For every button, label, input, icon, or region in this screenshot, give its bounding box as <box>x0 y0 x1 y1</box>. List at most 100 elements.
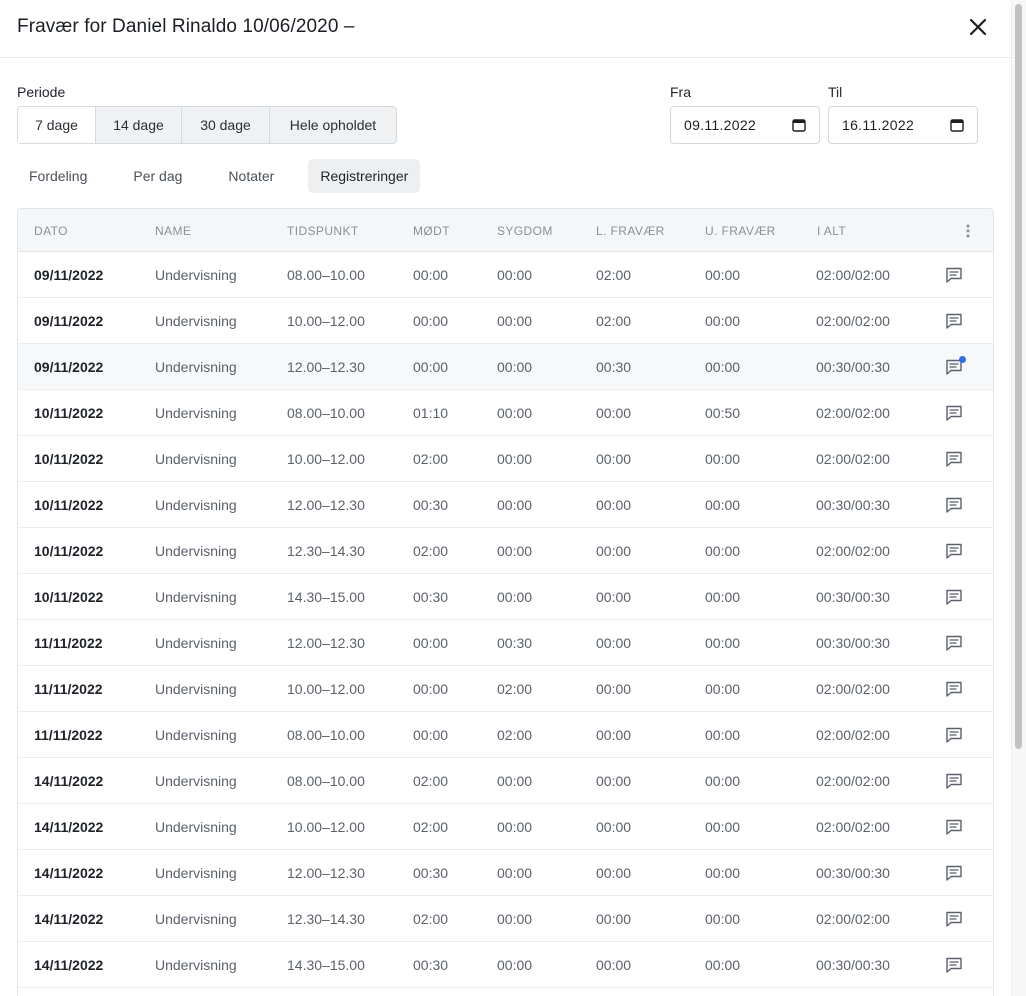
comment-icon[interactable] <box>945 726 963 744</box>
cell-tidspunkt: 08.00–10.00 <box>287 773 365 789</box>
cell-lovligt-fravaer: 02:00 <box>596 267 632 283</box>
cell-i-alt: 02:00/02:00 <box>816 405 890 421</box>
cell-tidspunkt: 14.30–15.00 <box>287 957 365 973</box>
cell-dato: 11/11/2022 <box>34 681 103 697</box>
comment-icon[interactable] <box>945 450 963 468</box>
column-header-sygdom: SYGDOM <box>497 224 553 238</box>
table-row: 11/11/2022 Undervisning 12.00–12.30 00:0… <box>18 620 993 666</box>
cell-dato: 11/11/2022 <box>34 727 103 743</box>
table-row: 09/11/2022 Undervisning 12.00–12.30 00:0… <box>18 344 993 390</box>
cell-dato: 10/11/2022 <box>34 451 104 467</box>
cell-modt: 00:00 <box>413 681 449 697</box>
cell-dato: 11/11/2022 <box>34 635 103 651</box>
cell-modt: 02:00 <box>413 543 449 559</box>
cell-dato: 14/11/2022 <box>34 865 104 881</box>
period-30-days-button[interactable]: 30 dage <box>182 107 270 143</box>
comment-icon[interactable] <box>945 956 963 974</box>
tab-per-dag[interactable]: Per dag <box>133 168 183 184</box>
cell-dato: 14/11/2022 <box>34 819 104 835</box>
cell-lovligt-fravaer: 00:00 <box>596 635 632 651</box>
to-label: Til <box>828 84 843 100</box>
cell-lovligt-fravaer: 00:00 <box>596 497 632 513</box>
cell-sygdom: 00:00 <box>497 497 533 513</box>
table-row: 11/11/2022 Undervisning 08.00–10.00 00:0… <box>18 712 993 758</box>
cell-sygdom: 00:00 <box>497 911 533 927</box>
comment-icon[interactable] <box>945 634 963 652</box>
table-row: 14/11/2022 Undervisning 12.00–12.30 00:3… <box>18 850 993 896</box>
calendar-icon[interactable] <box>792 118 806 132</box>
cell-sygdom: 00:00 <box>497 405 533 421</box>
comment-icon[interactable] <box>945 266 963 284</box>
cell-sygdom: 00:00 <box>497 543 533 559</box>
close-icon[interactable] <box>966 15 990 39</box>
cell-lovligt-fravaer: 00:00 <box>596 405 632 421</box>
tab-fordeling[interactable]: Fordeling <box>29 168 88 184</box>
cell-name: Undervisning <box>155 589 237 605</box>
column-header-dato: DATO <box>34 224 68 238</box>
table-header: DATO NAME TIDSPUNKT MØDT SYGDOM L. FRAVÆ… <box>18 209 993 252</box>
cell-i-alt: 00:30/00:30 <box>816 865 890 881</box>
comment-icon[interactable] <box>945 312 963 330</box>
cell-tidspunkt: 12.00–12.30 <box>287 497 365 513</box>
cell-lovligt-fravaer: 00:00 <box>596 819 632 835</box>
cell-ulovligt-fravaer: 00:00 <box>705 359 741 375</box>
calendar-icon[interactable] <box>950 118 964 132</box>
period-7-days-button[interactable]: 7 dage <box>18 107 96 143</box>
cell-modt: 02:00 <box>413 451 449 467</box>
scrollbar-thumb[interactable] <box>1015 4 1022 749</box>
to-date-value: 16.11.2022 <box>842 117 915 133</box>
cell-ulovligt-fravaer: 00:00 <box>705 911 741 927</box>
cell-tidspunkt: 08.00–10.00 <box>287 405 365 421</box>
comment-icon[interactable] <box>945 680 963 698</box>
cell-modt: 00:30 <box>413 497 449 513</box>
cell-name: Undervisning <box>155 681 237 697</box>
view-tabs: Fordeling Per dag Notater Registreringer <box>17 159 421 193</box>
table-row: 10/11/2022 Undervisning 12.30–14.30 02:0… <box>18 528 993 574</box>
cell-i-alt: 00:30/00:30 <box>816 359 890 375</box>
comment-icon[interactable] <box>945 404 963 422</box>
cell-modt: 00:00 <box>413 267 449 283</box>
cell-name: Undervisning <box>155 911 237 927</box>
cell-dato: 10/11/2022 <box>34 589 104 605</box>
cell-tidspunkt: 10.00–12.00 <box>287 451 365 467</box>
comment-icon[interactable] <box>945 542 963 560</box>
cell-sygdom: 00:00 <box>497 313 533 329</box>
cell-tidspunkt: 10.00–12.00 <box>287 819 365 835</box>
more-vertical-icon[interactable] <box>964 223 972 239</box>
cell-ulovligt-fravaer: 00:50 <box>705 405 741 421</box>
from-date-value: 09.11.2022 <box>684 117 757 133</box>
cell-sygdom: 02:00 <box>497 681 533 697</box>
cell-modt: 00:00 <box>413 635 449 651</box>
cell-sygdom: 00:00 <box>497 819 533 835</box>
cell-i-alt: 02:00/02:00 <box>816 313 890 329</box>
comment-icon[interactable] <box>945 818 963 836</box>
comment-icon[interactable] <box>945 358 963 376</box>
unread-note-badge <box>959 356 966 363</box>
period-whole-stay-button[interactable]: Hele opholdet <box>270 107 396 143</box>
period-14-days-button[interactable]: 14 dage <box>96 107 182 143</box>
cell-tidspunkt: 12.30–14.30 <box>287 543 365 559</box>
tab-notater[interactable]: Notater <box>228 168 275 184</box>
cell-modt: 02:00 <box>413 819 449 835</box>
cell-lovligt-fravaer: 00:00 <box>596 589 632 605</box>
cell-modt: 00:00 <box>413 359 449 375</box>
comment-icon[interactable] <box>945 772 963 790</box>
comment-icon[interactable] <box>945 864 963 882</box>
cell-ulovligt-fravaer: 00:00 <box>705 727 741 743</box>
cell-name: Undervisning <box>155 819 237 835</box>
table-row: 14/11/2022 Undervisning 08.00–10.00 02:0… <box>18 758 993 804</box>
registrations-table: DATO NAME TIDSPUNKT MØDT SYGDOM L. FRAVÆ… <box>17 208 994 996</box>
cell-sygdom: 00:00 <box>497 865 533 881</box>
to-date-input[interactable]: 16.11.2022 <box>828 106 978 144</box>
cell-dato: 10/11/2022 <box>34 543 104 559</box>
tab-registreringer[interactable]: Registreringer <box>308 159 421 193</box>
cell-dato: 14/11/2022 <box>34 911 104 927</box>
table-row: 10/11/2022 Undervisning 12.00–12.30 00:3… <box>18 482 993 528</box>
comment-icon[interactable] <box>945 496 963 514</box>
comment-icon[interactable] <box>945 588 963 606</box>
column-header-tidspunkt: TIDSPUNKT <box>287 224 359 238</box>
comment-icon[interactable] <box>945 910 963 928</box>
cell-ulovligt-fravaer: 00:00 <box>705 681 741 697</box>
from-date-input[interactable]: 09.11.2022 <box>670 106 820 144</box>
